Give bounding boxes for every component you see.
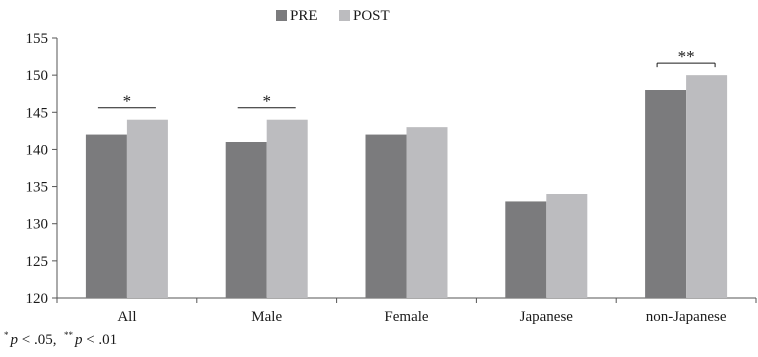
legend-label-pre: PRE <box>290 8 318 24</box>
footnote-text-1: < .05, <box>18 332 57 348</box>
x-tick-label: Female <box>384 309 428 325</box>
legend-swatch-post <box>339 10 350 21</box>
bar-post <box>686 75 728 299</box>
significance-footnote: * p < .05, ** p < .01 <box>4 330 117 349</box>
bar-post <box>126 119 168 298</box>
significance-marker: ** <box>678 47 695 66</box>
bar-post <box>546 194 588 298</box>
bar-pre <box>645 90 687 298</box>
y-tick-label: 135 <box>26 180 49 196</box>
footnote-mark-single: * <box>4 330 9 340</box>
y-tick-label: 120 <box>26 291 49 307</box>
significance-marker: * <box>262 92 271 111</box>
footnote-p-symbol-1: p <box>10 332 19 348</box>
y-tick-label: 155 <box>26 31 49 47</box>
y-tick-label: 140 <box>26 142 49 158</box>
footnote-mark-double: ** <box>63 330 73 340</box>
x-tick-label: All <box>117 309 136 325</box>
bar-chart: 120 125 130 135 140 145 150 155 All Male Female Jap… <box>26 8 757 325</box>
x-tick-label: non-Japanese <box>646 309 727 325</box>
bar-pre <box>225 142 267 298</box>
y-tick-label: 130 <box>26 217 49 233</box>
footnote-p-symbol-2: p <box>74 332 83 348</box>
significance-marker: * <box>123 92 132 111</box>
x-tick-label: Male <box>251 309 282 325</box>
legend-label-post: POST <box>353 8 390 24</box>
bar-post <box>266 119 308 298</box>
bar-pre <box>85 134 127 298</box>
legend-swatch-pre <box>276 10 287 21</box>
bar-pre <box>365 134 407 298</box>
y-tick-label: 150 <box>26 68 49 84</box>
footnote-text-2: < .01 <box>82 332 118 348</box>
y-tick-label: 125 <box>26 254 49 270</box>
x-tick-label: Japanese <box>520 309 574 325</box>
bar-pre <box>505 201 547 298</box>
y-tick-label: 145 <box>26 105 49 121</box>
bar-post <box>406 127 448 299</box>
